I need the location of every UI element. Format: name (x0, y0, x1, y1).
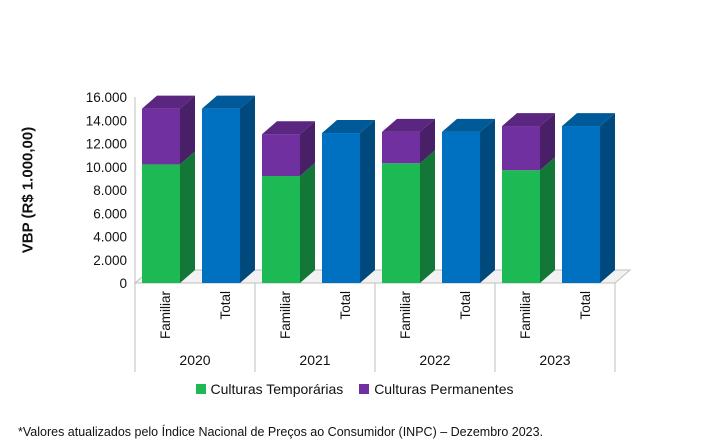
bar-segment-front (262, 134, 300, 177)
bar-segment-front (502, 170, 540, 283)
bar-segment-side (180, 95, 195, 165)
y-tick-label: 12.000 (86, 137, 127, 152)
y-tick-label: 4.000 (93, 230, 127, 245)
bar-segment-top (202, 95, 255, 109)
bar-segment-side (600, 113, 615, 283)
x-tick-label: Familiar (278, 291, 293, 340)
group-label: 2021 (299, 352, 330, 368)
bar-segment-top (382, 118, 435, 132)
bar-segment-side (240, 95, 255, 283)
x-tick-label: Total (458, 291, 473, 320)
bar-segment-front (142, 108, 180, 165)
bar-segment-top (322, 120, 375, 134)
y-tick-label: 14.000 (86, 113, 127, 128)
x-tick-label: Familiar (158, 291, 173, 340)
bar-segment-side (180, 151, 195, 283)
bar-segment-front (442, 131, 480, 283)
x-tick-label: Familiar (518, 291, 533, 340)
legend-label-permanentes: Culturas Permanentes (374, 381, 514, 397)
y-tick-label: 8.000 (93, 183, 127, 198)
y-tick-label: 0 (119, 276, 127, 291)
bar-segment-side (300, 121, 315, 177)
bar-segment-front (562, 126, 600, 283)
bar-segment-top (502, 113, 555, 127)
bar-segment-side (360, 120, 375, 283)
y-tick-label: 6.000 (93, 206, 127, 221)
bar-segment-front (382, 163, 420, 283)
x-tick-label: Total (578, 291, 593, 320)
legend-item-permanentes: Culturas Permanentes (359, 381, 513, 397)
group-label: 2020 (179, 352, 210, 368)
bar-segment-front (142, 164, 180, 283)
bar-segment-top (562, 113, 615, 127)
bar-segment-front (322, 133, 360, 283)
bar-segment-side (420, 150, 435, 283)
group-label: 2023 (539, 352, 570, 368)
x-tick-label: Familiar (398, 291, 413, 340)
legend-item-temporarias: Culturas Temporárias (195, 381, 344, 397)
bar-segment-side (300, 163, 315, 283)
legend-swatch-permanentes (359, 384, 370, 394)
bar-segment-top (442, 118, 495, 132)
legend: Culturas Temporárias Culturas Permanente… (0, 381, 709, 397)
legend-label-temporarias: Culturas Temporárias (210, 381, 344, 397)
bar-segment-top (262, 121, 315, 135)
bar-segment-top (142, 95, 195, 109)
y-tick-label: 10.000 (86, 160, 127, 175)
x-tick-label: Total (338, 291, 353, 320)
x-tick-label: Total (218, 291, 233, 320)
footnote: *Valores atualizados pelo Índice Naciona… (18, 425, 544, 439)
y-tick-label: 2.000 (93, 253, 127, 268)
bar-segment-front (382, 131, 420, 164)
bar-segment-front (202, 108, 240, 283)
bar-segment-front (502, 126, 540, 171)
bar-segment-side (480, 118, 495, 283)
legend-swatch-temporarias (195, 384, 206, 394)
bar-segment-side (420, 118, 435, 164)
y-axis-label: VBP (R$ 1.000,00) (19, 126, 37, 254)
group-label: 2022 (419, 352, 450, 368)
bar-segment-front (262, 176, 300, 283)
bar-segment-side (540, 157, 555, 283)
bar-segment-side (540, 113, 555, 171)
y-tick-label: 16.000 (86, 90, 127, 105)
